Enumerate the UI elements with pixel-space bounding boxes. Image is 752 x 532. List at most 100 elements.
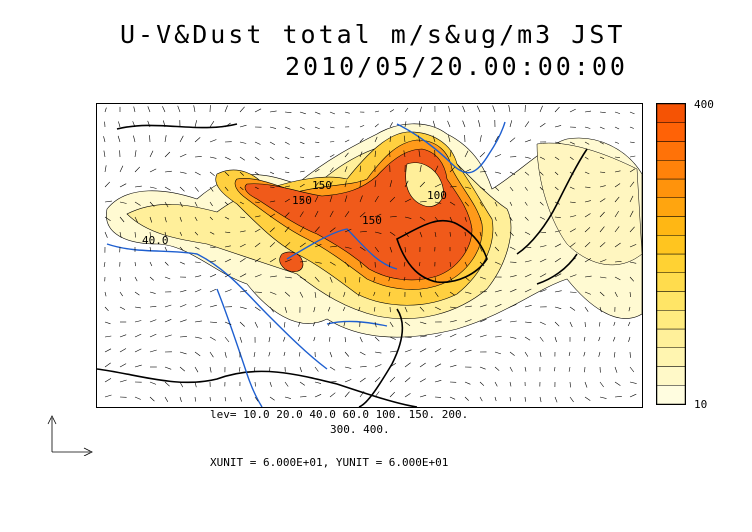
wind-vector (299, 183, 305, 188)
wind-vector (434, 380, 442, 383)
wind-vector (569, 291, 577, 293)
wind-vector (614, 141, 620, 144)
wind-vector (194, 396, 196, 402)
wind-vector (434, 165, 439, 173)
wind-vector (629, 393, 637, 398)
wind-vector (614, 291, 618, 298)
wind-vector (344, 111, 350, 114)
wind-vector (329, 111, 336, 115)
wind-vector (254, 215, 261, 218)
wind-vector (539, 201, 544, 206)
wind-vector (179, 201, 183, 208)
wind-vector (629, 381, 637, 384)
wind-vector (254, 306, 261, 311)
wind-vector (569, 215, 577, 218)
wind-vector (569, 274, 577, 278)
wind-vector (104, 335, 112, 338)
wind-vector (554, 106, 560, 113)
wind-vector (494, 135, 499, 143)
wind-vector (283, 336, 286, 342)
wind-vector (254, 257, 261, 263)
wind-vector (524, 246, 532, 248)
wind-vector (314, 366, 319, 372)
wind-vector (449, 166, 456, 173)
wind-vector (389, 231, 396, 236)
wind-vector (524, 273, 532, 278)
wind-vector (239, 336, 243, 343)
wind-vector (344, 139, 350, 143)
wind-vector (344, 166, 348, 173)
wind-vector (494, 231, 498, 237)
wind-vector (476, 105, 481, 113)
wind-vector (314, 261, 322, 264)
wind-vector (404, 336, 412, 338)
wind-vector (419, 181, 426, 188)
wind-vector (419, 261, 421, 267)
wind-vector (449, 216, 453, 223)
wind-vector (314, 111, 321, 115)
wind-vector (119, 201, 127, 204)
wind-vector (419, 201, 427, 203)
wind-vector (359, 125, 365, 128)
wind-vector (284, 259, 292, 263)
wind-vector (284, 276, 292, 279)
wind-vector (629, 168, 636, 173)
wind-vector (239, 171, 245, 176)
wind-vector (359, 391, 365, 398)
wind-vector (374, 195, 379, 203)
wind-vector (584, 213, 591, 218)
wind-vector (194, 261, 201, 263)
wind-vector (374, 213, 382, 218)
wind-vector (434, 363, 442, 368)
wind-vector (239, 106, 245, 113)
wind-vector (509, 246, 516, 250)
wind-vector (492, 105, 496, 113)
wind-vector (329, 195, 333, 203)
wind-vector (254, 396, 259, 402)
wind-vector (164, 366, 172, 370)
wind-vector (119, 276, 121, 282)
wind-vector (134, 276, 138, 282)
wind-vector (373, 276, 376, 282)
wind-vector (209, 139, 217, 143)
wind-vector (284, 126, 291, 130)
wind-vector (209, 304, 217, 308)
wind-vector (599, 321, 601, 327)
wind-vector (419, 335, 427, 338)
wind-vector (479, 396, 483, 402)
wind-vector (614, 183, 621, 188)
wind-vector (104, 231, 108, 238)
wind-vector (509, 120, 513, 128)
wind-vector (269, 275, 277, 278)
wind-vector (584, 186, 591, 188)
wind-vector (359, 180, 362, 188)
wind-vector (404, 362, 411, 368)
wind-vector (388, 276, 391, 282)
wind-vector (359, 276, 361, 283)
wind-vector (358, 306, 361, 312)
wind-vector (434, 291, 439, 297)
wind-vector (179, 246, 184, 251)
wind-vector (599, 306, 602, 313)
wind-vector (464, 246, 467, 252)
wind-vector (344, 366, 352, 369)
wind-vector (614, 396, 622, 398)
wind-vector (583, 336, 586, 342)
wind-vector (539, 245, 547, 248)
wind-vector (494, 289, 502, 293)
wind-vector (132, 121, 136, 128)
wind-vector (179, 366, 185, 372)
wind-vector (134, 306, 141, 309)
wind-vector (179, 261, 185, 265)
wind-vector (419, 348, 427, 353)
wind-vector (104, 378, 112, 383)
wind-vector (359, 336, 363, 343)
colorbar-band (656, 122, 686, 142)
wind-vector (164, 276, 171, 280)
wind-vector (464, 333, 472, 338)
wind-vector (134, 166, 141, 173)
wind-vector (584, 156, 589, 160)
wind-vector (479, 276, 487, 280)
wind-vector (314, 182, 319, 188)
wind-vector (614, 210, 619, 218)
